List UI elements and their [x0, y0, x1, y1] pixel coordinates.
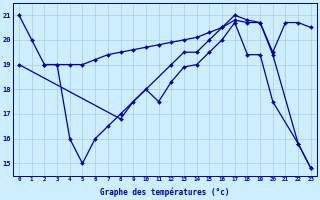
X-axis label: Graphe des températures (°c): Graphe des températures (°c) [100, 188, 230, 197]
